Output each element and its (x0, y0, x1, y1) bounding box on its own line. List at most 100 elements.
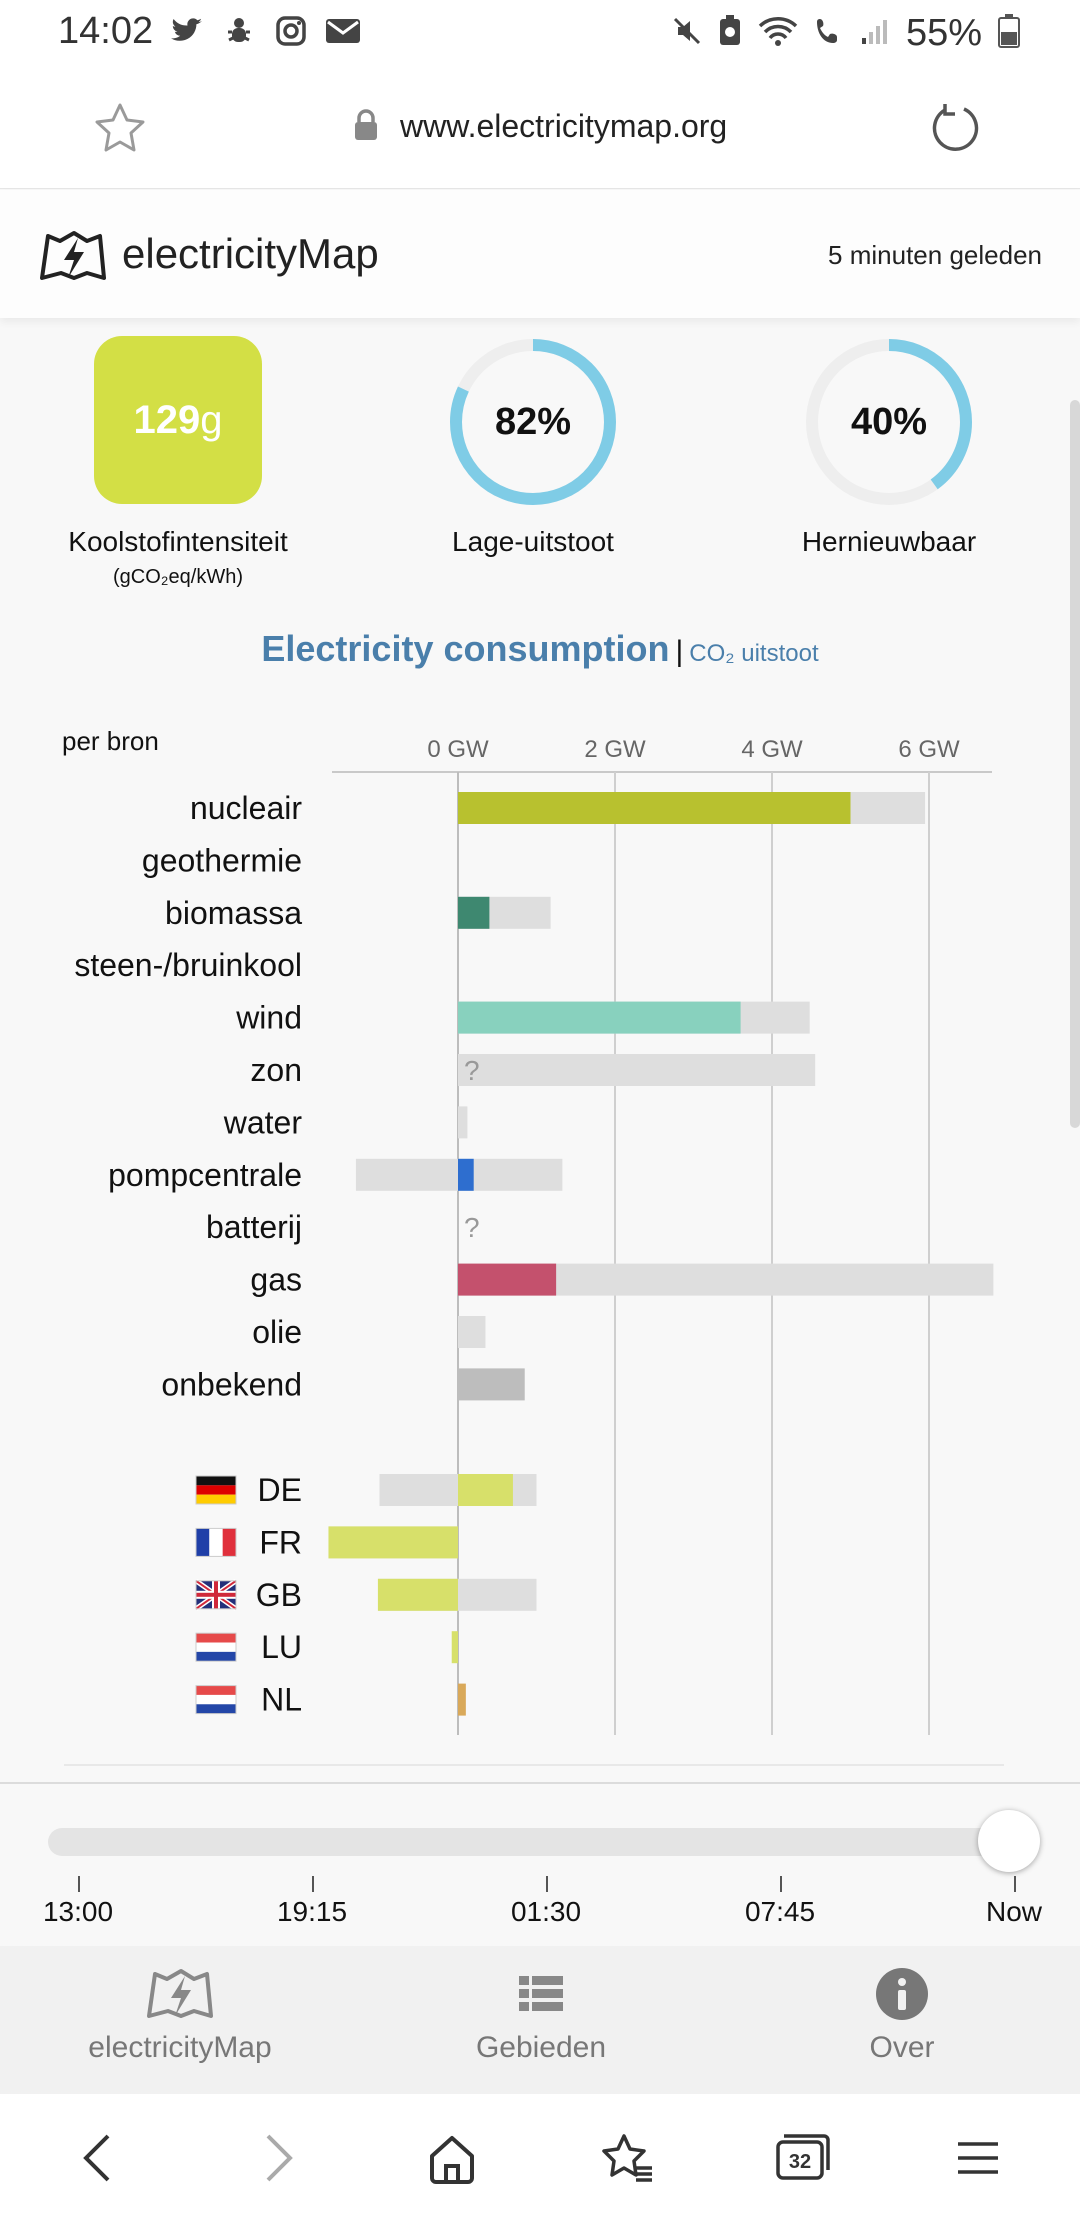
exchange-label: FR (259, 1524, 302, 1560)
tabs-icon[interactable]: 32 (772, 2128, 832, 2188)
production-bar (458, 1158, 474, 1191)
source-label: olie (252, 1314, 302, 1350)
forward-icon[interactable] (248, 2128, 308, 2188)
time-tick (312, 1876, 314, 1892)
page-scrollbar[interactable] (1070, 400, 1080, 1128)
time-slider: 13:00 19:15 01:30 07:45 Now (0, 1782, 1080, 1948)
flag-fr-icon (195, 1527, 237, 1557)
battery-saver-icon (718, 15, 742, 52)
low-carbon-gauge: 82% (447, 336, 619, 508)
bookmark-star-icon[interactable] (92, 100, 148, 161)
time-tick (546, 1876, 548, 1892)
carbon-intensity-sublabel: (gCO₂eq/kWh) (112, 566, 243, 588)
source-label: pompcentrale (108, 1157, 302, 1193)
nav-electricitymap-label: electricityMap (88, 2031, 272, 2064)
x-tick-label: 6 GW (898, 736, 960, 763)
flag-gb-icon (194, 1578, 238, 1611)
nav-over-label: Over (869, 2031, 935, 2064)
time-tick (78, 1876, 80, 1892)
low-carbon-label: Lage-uitstoot (452, 526, 614, 557)
production-bar (458, 1263, 557, 1296)
kpi-row: 129 g Koolstofintensiteit (gCO₂eq/kWh) 82… (0, 330, 1080, 600)
menu-icon[interactable] (948, 2128, 1008, 2188)
twitter-icon (170, 14, 204, 48)
status-bar: 14:02 55% (0, 0, 1080, 70)
list-icon (513, 1976, 569, 2026)
back-icon[interactable] (68, 2128, 128, 2188)
exchange-bar (458, 1474, 513, 1506)
time-slider-track[interactable] (48, 1828, 1018, 1856)
nav-gebieden[interactable]: Gebieden (411, 1966, 671, 2065)
source-label: onbekend (161, 1366, 302, 1402)
exchange-bar (328, 1526, 458, 1559)
flag-nl-icon (195, 1685, 237, 1715)
carbon-intensity-label: Koolstofintensiteit (68, 526, 288, 557)
reload-icon[interactable] (928, 100, 984, 161)
carbon-intensity-unit: g (200, 397, 223, 442)
wifi-icon (758, 16, 798, 51)
exchange-bar (377, 1578, 458, 1611)
electricitymap-logo-icon (145, 1969, 215, 2026)
x-tick-label: 2 GW (584, 736, 646, 763)
source-label: water (223, 1104, 303, 1140)
flag-lu-icon (195, 1632, 237, 1662)
time-label: 13:00 (42, 1896, 114, 1927)
exchange-bar (458, 1683, 466, 1716)
consumption-tab[interactable]: Electricity consumption (261, 628, 670, 669)
production-bar (458, 792, 851, 824)
time-label: 07:45 (744, 1896, 816, 1927)
exchange-label: LU (261, 1629, 302, 1665)
capacity-bar (458, 1368, 525, 1401)
unknown-marker: ? (464, 1212, 480, 1243)
instagram-icon (274, 14, 308, 48)
url-text[interactable]: www.electricitymap.org (400, 108, 728, 144)
nav-electricitymap[interactable]: electricityMap (50, 1966, 310, 2065)
low-carbon-gauge-fill (450, 339, 616, 505)
time-label: 01:30 (510, 1896, 582, 1927)
time-slider-thumb[interactable] (978, 1810, 1040, 1872)
renewable-label: Hernieuwbaar (801, 526, 977, 557)
exchange-label: GB (256, 1577, 302, 1613)
x-tick-label: 4 GW (741, 736, 803, 763)
exchange-label: NL (261, 1682, 302, 1718)
production-bar (458, 896, 490, 929)
carbon-intensity-badge: 129 g (94, 336, 262, 504)
section-separator: | (675, 635, 684, 668)
renewable-gauge: 40% (803, 336, 975, 508)
production-bar (458, 1001, 741, 1034)
mail-icon (326, 14, 360, 48)
content-divider (64, 1764, 1004, 1766)
source-label: biomassa (165, 895, 302, 931)
browser-toolbar: 32 (0, 2094, 1080, 2220)
mute-icon (672, 16, 702, 51)
signal-icon (860, 16, 890, 51)
last-updated: 5 minuten geleden (828, 240, 1042, 270)
time-tick (780, 1876, 782, 1892)
source-label: batterij (206, 1209, 302, 1245)
time-label: Now (985, 1896, 1042, 1927)
source-label: geothermie (142, 842, 302, 878)
status-time: 14:02 (58, 10, 154, 52)
tabs-count: 32 (789, 2151, 811, 2173)
unknown-marker: ? (464, 1055, 480, 1086)
nav-over[interactable]: Over (772, 1966, 1032, 2065)
renewable-value: 40% (850, 400, 928, 443)
renewable-gauge-fill (806, 339, 972, 505)
home-icon[interactable] (422, 2128, 482, 2188)
wifi-calling-icon (814, 16, 844, 51)
time-tick (1014, 1876, 1016, 1892)
electricitymap-logo-icon[interactable] (38, 228, 108, 289)
brand-name[interactable]: electricityMap (122, 230, 379, 277)
x-tick-label: 0 GW (427, 736, 489, 763)
carbon-intensity-value: 129 (133, 397, 201, 442)
bookmarks-icon[interactable] (598, 2128, 658, 2188)
source-label: nucleair (190, 790, 302, 826)
emissions-tab[interactable]: CO₂ uitstoot (689, 640, 819, 667)
app-header: electricityMap 5 minuten geleden (0, 190, 1080, 318)
lock-icon (352, 108, 380, 147)
capacity-bar (458, 1054, 816, 1086)
browser-address-bar: www.electricitymap.org (0, 70, 1080, 189)
group-label: per bron (62, 726, 159, 756)
production-chart-svg: per bron 0 GW 2 GW 4 GW 6 GW nucleair geotherm… (62, 726, 994, 1735)
time-label: 19:15 (276, 1896, 348, 1927)
